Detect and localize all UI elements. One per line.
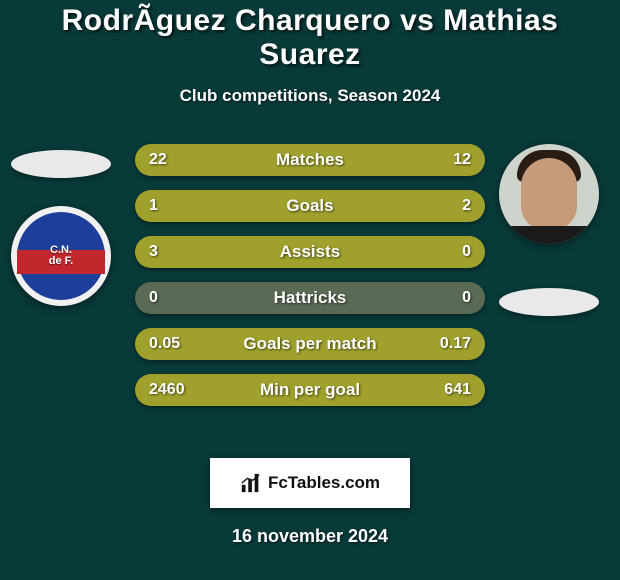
comparison-infographic: RodrÃ­guez Charquero vs Mathias Suarez C…	[0, 0, 620, 580]
brand-text: FcTables.com	[268, 473, 380, 493]
bar-fill-right	[254, 190, 485, 222]
player-face-icon	[499, 144, 599, 244]
stat-bar: 3Assists0	[135, 236, 485, 268]
stat-bar: 1Goals2	[135, 190, 485, 222]
infographic-date: 16 november 2024	[0, 526, 620, 547]
left-club-badge: C.N. de F.	[11, 206, 111, 306]
stat-value-left: 0	[149, 289, 158, 307]
bar-fill-left	[135, 328, 216, 360]
stat-bars: 22Matches12 1Goals2 3Assists0 0 Hattricks 0 0.…	[135, 144, 485, 406]
brand-box: FcTables.com	[210, 458, 410, 508]
left-placeholder-ellipse	[11, 150, 111, 178]
right-player-photo	[499, 144, 599, 244]
stat-value-right: 0	[462, 289, 471, 307]
stat-label: Hattricks	[274, 288, 347, 308]
badge-text-bottom: de F.	[49, 256, 73, 267]
page-title: RodrÃ­guez Charquero vs Mathias Suarez	[0, 4, 620, 72]
content-area: C.N. de F. 22Matches12 1Goals2 3Assists0 0 H…	[0, 144, 620, 444]
badge-inner: C.N. de F.	[17, 212, 105, 300]
bar-fill-right	[415, 374, 485, 406]
bar-fill-left	[135, 374, 415, 406]
subtitle: Club competitions, Season 2024	[0, 86, 620, 106]
stat-bar: 0 Hattricks 0	[135, 282, 485, 314]
right-placeholder-ellipse	[499, 288, 599, 316]
right-player-column	[494, 144, 604, 316]
stat-bar: 0.05Goals per match0.17	[135, 328, 485, 360]
bar-fill-right	[359, 144, 485, 176]
stat-bar: 2460Min per goal641	[135, 374, 485, 406]
bar-fill-right	[216, 328, 486, 360]
bar-chart-icon	[240, 472, 262, 494]
bar-fill-left	[135, 236, 485, 268]
stat-bar: 22Matches12	[135, 144, 485, 176]
left-player-column: C.N. de F.	[6, 144, 116, 306]
bar-fill-left	[135, 144, 359, 176]
bar-fill-left	[135, 190, 254, 222]
